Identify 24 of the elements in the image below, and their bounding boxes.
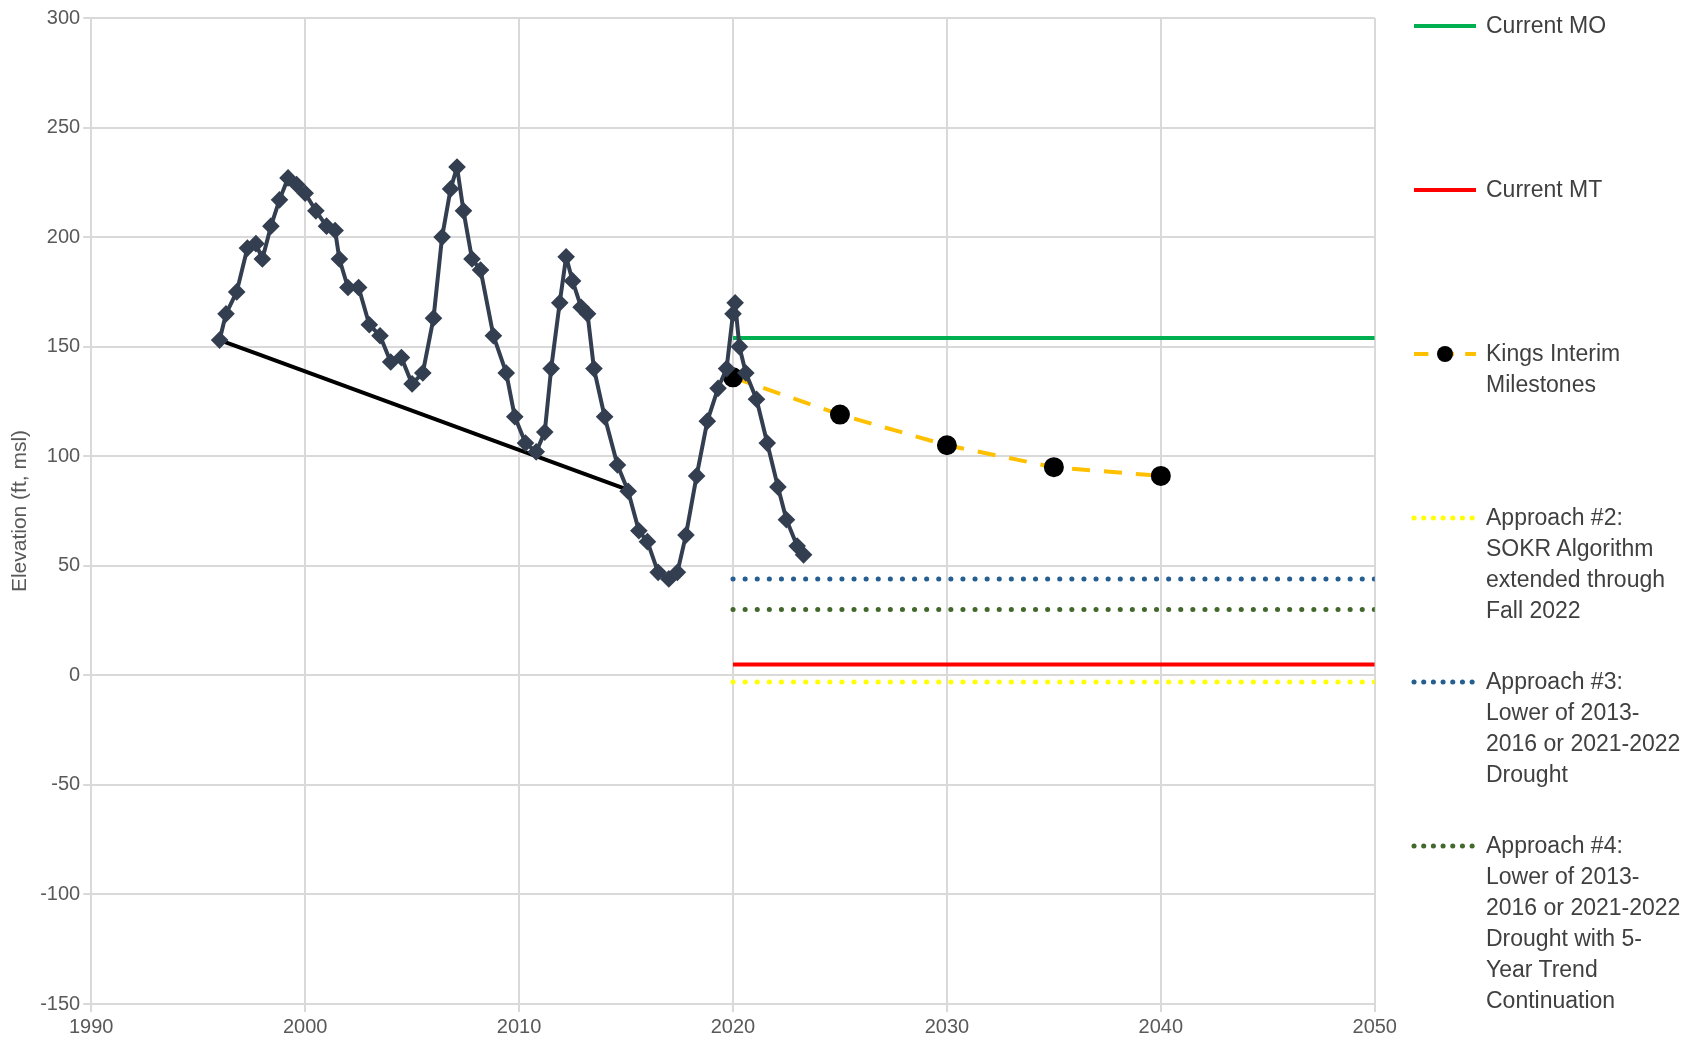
- x-tick-label: 2050: [1352, 1014, 1397, 1037]
- y-tick-label: 300: [46, 5, 81, 28]
- legend-label: Current MT: [1486, 175, 1604, 204]
- y-tick-label: 0: [69, 662, 81, 685]
- x-tick-label: 2020: [710, 1014, 756, 1037]
- x-tick-label: 1990: [68, 1014, 114, 1037]
- y-tick-label: 100: [46, 443, 81, 466]
- y-tick-label: 50: [57, 553, 81, 576]
- y-tick-label: -150: [40, 991, 81, 1014]
- y-axis-title: Elevation (ft, msl): [7, 429, 31, 593]
- legend-label: Current MO: [1486, 11, 1608, 40]
- legend-label: Approach #3: Lower of 2013-2016 or 2021-2022 Drought: [1486, 667, 1682, 789]
- y-tick-label: 150: [46, 334, 81, 357]
- legend-label: Approach #2: SOKR Algorithm extended through Fall 2022: [1486, 503, 1667, 625]
- x-tick-label: 2040: [1138, 1014, 1184, 1037]
- y-tick-label: 250: [46, 115, 81, 138]
- x-tick-label: 2030: [924, 1014, 970, 1037]
- x-tick-label: 2010: [496, 1014, 542, 1037]
- x-tick-label: 2000: [282, 1014, 328, 1037]
- legend-label: Kings Interim Milestones: [1486, 339, 1622, 399]
- y-tick-label: 200: [46, 224, 81, 247]
- legend-label: Approach #4: Lower of 2013-2016 or 2021-2022 Drought with 5-Year Trend Continuation: [1486, 831, 1682, 1015]
- y-tick-label: -100: [40, 881, 81, 904]
- y-tick-label: -50: [51, 772, 81, 795]
